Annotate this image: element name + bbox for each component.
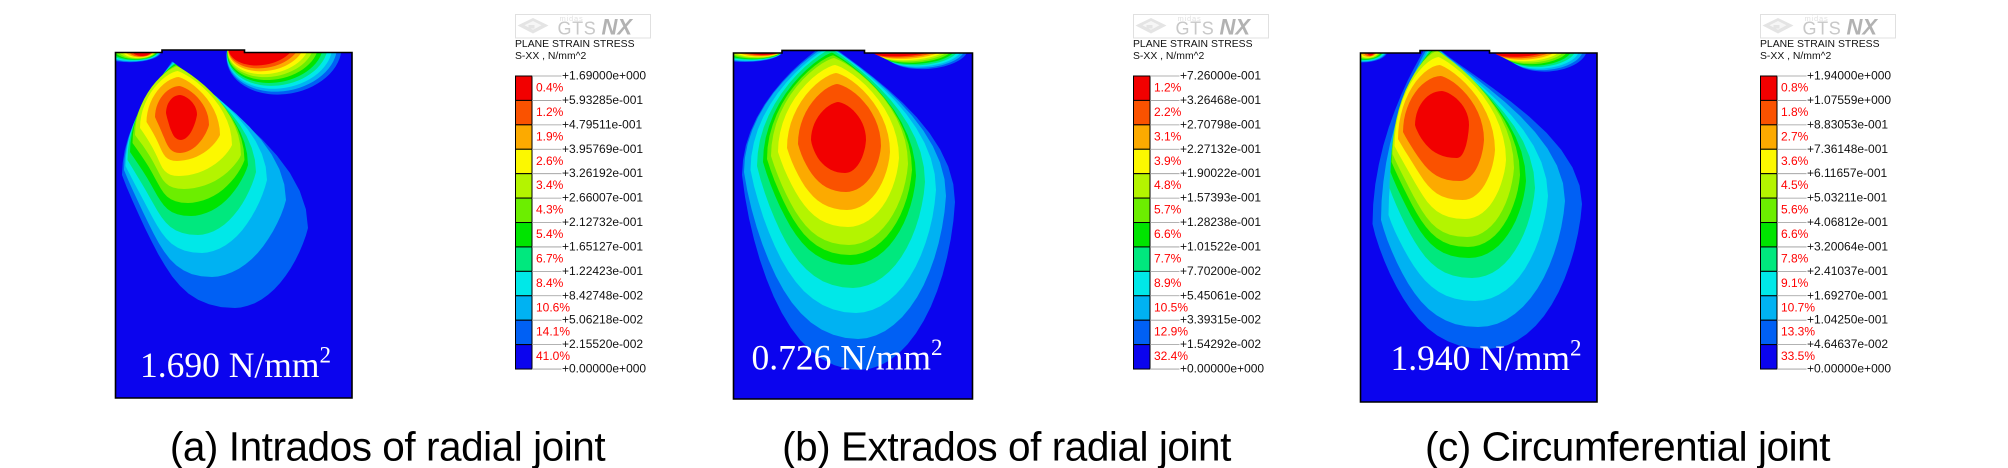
svg-text:NX: NX: [602, 15, 634, 40]
svg-text:+1.01522e-001: +1.01522e-001: [1180, 239, 1261, 253]
svg-text:+7.26000e-001: +7.26000e-001: [1180, 69, 1261, 83]
svg-text:+1.22423e-001: +1.22423e-001: [562, 264, 643, 278]
svg-text:1.9%: 1.9%: [536, 129, 564, 143]
svg-text:+2.66007e-001: +2.66007e-001: [562, 191, 643, 205]
svg-text:(a) Intrados of radial joint: (a) Intrados of radial joint: [170, 424, 606, 468]
svg-text:(b) Extrados of radial joint: (b) Extrados of radial joint: [782, 424, 1231, 468]
svg-text:+1.69000e+000: +1.69000e+000: [562, 69, 646, 83]
svg-text:midas: midas: [1178, 14, 1202, 23]
svg-text:PLANE STRAIN STRESS: PLANE STRAIN STRESS: [515, 39, 635, 50]
svg-text:+3.26468e-001: +3.26468e-001: [1180, 93, 1261, 107]
svg-text:8.4%: 8.4%: [536, 276, 564, 290]
svg-text:+8.42748e-002: +8.42748e-002: [562, 288, 643, 302]
svg-text:9.1%: 9.1%: [1781, 276, 1809, 290]
svg-text:1.2%: 1.2%: [536, 105, 564, 119]
svg-text:S-XX , N/mm^2: S-XX , N/mm^2: [1133, 51, 1204, 62]
svg-text:+4.79511e-001: +4.79511e-001: [562, 117, 643, 131]
svg-text:3.1%: 3.1%: [1154, 129, 1182, 143]
svg-text:GTS: GTS: [558, 19, 597, 39]
svg-text:(c) Circumferential joint: (c) Circumferential joint: [1425, 424, 1830, 468]
svg-text:+2.27132e-001: +2.27132e-001: [1180, 142, 1261, 156]
svg-text:8.9%: 8.9%: [1154, 276, 1182, 290]
svg-text:+5.06218e-002: +5.06218e-002: [562, 313, 643, 327]
svg-text:+6.11657e-001: +6.11657e-001: [1807, 166, 1888, 180]
svg-text:+0.00000e+000: +0.00000e+000: [562, 362, 646, 376]
svg-text:+0.00000e+000: +0.00000e+000: [1180, 362, 1264, 376]
svg-text:+1.94000e+000: +1.94000e+000: [1807, 69, 1891, 83]
svg-text:+3.20064e-001: +3.20064e-001: [1807, 239, 1888, 253]
svg-text:41.0%: 41.0%: [536, 349, 570, 363]
svg-text:3.4%: 3.4%: [536, 178, 564, 192]
svg-text:+2.41037e-001: +2.41037e-001: [1807, 264, 1888, 278]
svg-text:13.3%: 13.3%: [1781, 325, 1815, 339]
svg-text:1.690 N/mm2: 1.690 N/mm2: [140, 343, 331, 386]
svg-text:14.1%: 14.1%: [536, 325, 570, 339]
svg-text:+1.90022e-001: +1.90022e-001: [1180, 166, 1261, 180]
svg-text:GTS: GTS: [1176, 19, 1215, 39]
svg-text:2.6%: 2.6%: [536, 154, 564, 168]
svg-text:+1.07559e+000: +1.07559e+000: [1807, 93, 1891, 107]
svg-text:+0.00000e+000: +0.00000e+000: [1807, 362, 1891, 376]
svg-text:10.7%: 10.7%: [1781, 300, 1815, 314]
svg-text:6.7%: 6.7%: [536, 251, 564, 265]
svg-text:midas: midas: [1805, 14, 1829, 23]
svg-text:0.726 N/mm2: 0.726 N/mm2: [752, 335, 943, 378]
svg-text:4.8%: 4.8%: [1154, 178, 1182, 192]
svg-text:12.9%: 12.9%: [1154, 325, 1188, 339]
svg-text:midas: midas: [560, 14, 584, 23]
svg-text:PLANE STRAIN STRESS: PLANE STRAIN STRESS: [1133, 39, 1253, 50]
svg-text:4.5%: 4.5%: [1781, 178, 1809, 192]
svg-text:5.7%: 5.7%: [1154, 203, 1182, 217]
svg-text:+2.12732e-001: +2.12732e-001: [562, 215, 643, 229]
svg-text:S-XX , N/mm^2: S-XX , N/mm^2: [515, 51, 586, 62]
svg-text:10.6%: 10.6%: [536, 300, 570, 314]
svg-text:+7.36148e-001: +7.36148e-001: [1807, 142, 1888, 156]
svg-text:+5.93285e-001: +5.93285e-001: [562, 93, 643, 107]
svg-text:GTS: GTS: [1803, 19, 1842, 39]
svg-text:7.8%: 7.8%: [1781, 251, 1809, 265]
svg-text:S-XX , N/mm^2: S-XX , N/mm^2: [1760, 51, 1831, 62]
svg-text:+2.15520e-002: +2.15520e-002: [562, 337, 643, 351]
svg-text:6.6%: 6.6%: [1154, 227, 1182, 241]
svg-text:2.7%: 2.7%: [1781, 129, 1809, 143]
svg-text:+4.06812e-001: +4.06812e-001: [1807, 215, 1888, 229]
svg-text:33.5%: 33.5%: [1781, 349, 1815, 363]
svg-text:6.6%: 6.6%: [1781, 227, 1809, 241]
svg-text:1.940 N/mm2: 1.940 N/mm2: [1391, 336, 1582, 379]
svg-text:1.8%: 1.8%: [1781, 105, 1809, 119]
svg-text:+5.45061e-002: +5.45061e-002: [1180, 288, 1261, 302]
svg-text:+1.57393e-001: +1.57393e-001: [1180, 191, 1261, 205]
svg-text:5.4%: 5.4%: [536, 227, 564, 241]
svg-text:3.9%: 3.9%: [1154, 154, 1182, 168]
svg-text:+3.26192e-001: +3.26192e-001: [562, 166, 643, 180]
svg-text:+1.69270e-001: +1.69270e-001: [1807, 288, 1888, 302]
svg-text:+1.04250e-001: +1.04250e-001: [1807, 313, 1888, 327]
svg-text:7.7%: 7.7%: [1154, 251, 1182, 265]
svg-text:1.2%: 1.2%: [1154, 81, 1182, 95]
svg-text:+3.95769e-001: +3.95769e-001: [562, 142, 643, 156]
svg-text:NX: NX: [1220, 15, 1252, 40]
svg-text:32.4%: 32.4%: [1154, 349, 1188, 363]
svg-text:+1.28238e-001: +1.28238e-001: [1180, 215, 1261, 229]
svg-text:+3.39315e-002: +3.39315e-002: [1180, 313, 1261, 327]
svg-text:+1.54292e-002: +1.54292e-002: [1180, 337, 1261, 351]
svg-text:0.8%: 0.8%: [1781, 81, 1809, 95]
svg-text:+4.64637e-002: +4.64637e-002: [1807, 337, 1888, 351]
svg-text:0.4%: 0.4%: [536, 81, 564, 95]
svg-text:10.5%: 10.5%: [1154, 300, 1188, 314]
svg-text:+8.83053e-001: +8.83053e-001: [1807, 117, 1888, 131]
svg-text:NX: NX: [1847, 15, 1879, 40]
svg-text:+5.03211e-001: +5.03211e-001: [1807, 191, 1888, 205]
svg-text:+7.70200e-002: +7.70200e-002: [1180, 264, 1261, 278]
svg-text:+2.70798e-001: +2.70798e-001: [1180, 117, 1261, 131]
svg-text:4.3%: 4.3%: [536, 203, 564, 217]
svg-text:2.2%: 2.2%: [1154, 105, 1182, 119]
svg-text:3.6%: 3.6%: [1781, 154, 1809, 168]
svg-text:5.6%: 5.6%: [1781, 203, 1809, 217]
svg-text:+1.65127e-001: +1.65127e-001: [562, 239, 643, 253]
svg-text:PLANE STRAIN STRESS: PLANE STRAIN STRESS: [1760, 39, 1880, 50]
